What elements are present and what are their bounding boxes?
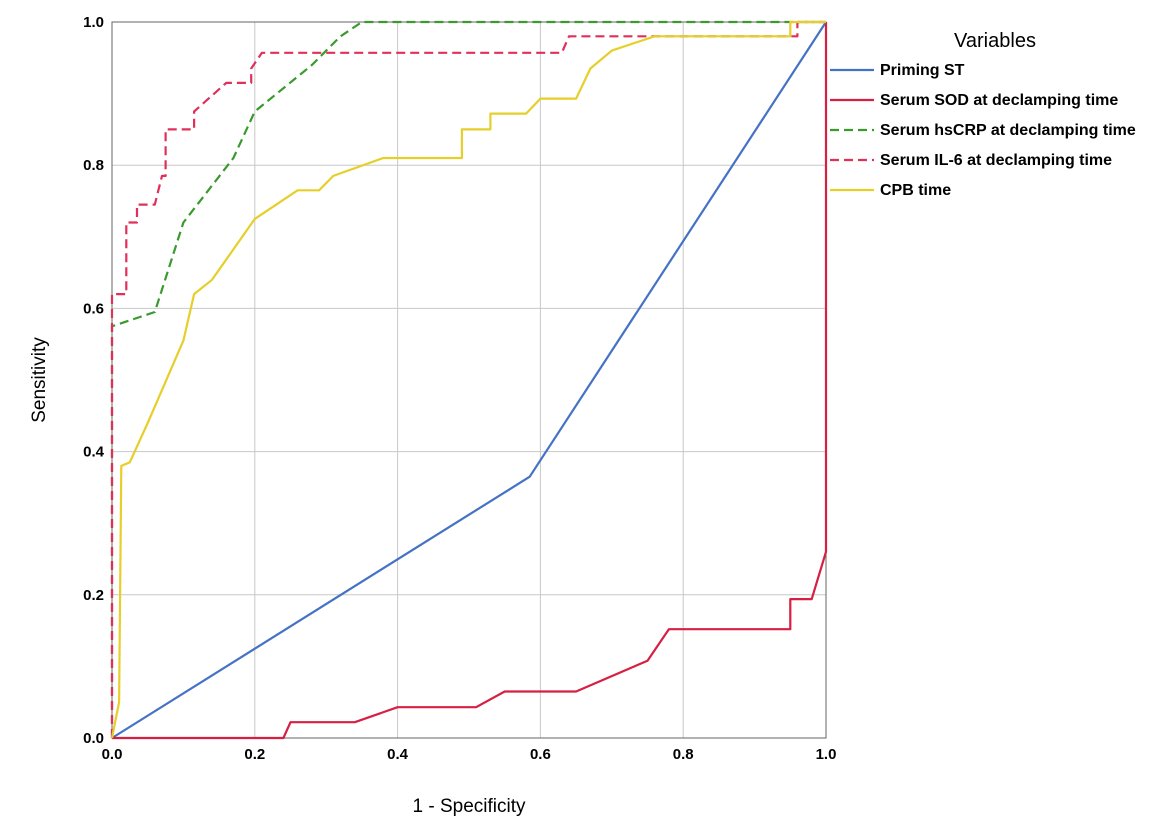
grid [111, 21, 827, 739]
series-line-2 [112, 22, 828, 740]
y-tick-label: 0.0 [83, 730, 104, 747]
axes: 0.0 0.2 0.4 0.6 0.8 1.0 0.0 0.2 0.4 0.6 0.8 1.0 1 - … [29, 14, 836, 817]
y-axis-title: Sensitivity [29, 337, 50, 423]
legend: Variables Priming ST Serum SOD at declampi… [830, 30, 1136, 199]
x-tick-label: 0.2 [244, 746, 265, 763]
x-tick-label: 0.6 [530, 746, 551, 763]
series-line-1 [111, 21, 827, 739]
legend-label-2: Serum SOD at declamping time [880, 92, 1118, 109]
y-tick-label: 1.0 [83, 14, 104, 31]
legend-label-5: CPB time [880, 182, 951, 199]
y-tick-label: 0.6 [83, 300, 104, 317]
x-axis-title: 1 - Specificity [413, 796, 526, 817]
y-tick-label: 0.2 [83, 587, 104, 604]
legend-title: Variables [954, 30, 1036, 52]
x-tick-label: 0.4 [387, 746, 409, 763]
y-tick-label: 0.4 [83, 444, 105, 461]
x-tick-label: 1.0 [816, 746, 837, 763]
series-lines [110, 20, 828, 740]
legend-label-1: Priming ST [880, 62, 965, 79]
y-tick-label: 0.8 [83, 157, 104, 174]
legend-label-3: Serum hsCRP at declamping time [880, 122, 1136, 139]
plot-area [112, 22, 826, 738]
series-line-3 [110, 20, 826, 738]
series-line-4 [110, 20, 826, 738]
legend-label-4: Serum IL-6 at declamping time [880, 152, 1112, 169]
x-tick-label: 0.0 [102, 746, 123, 763]
series-line-5 [110, 20, 826, 739]
x-tick-label: 0.8 [673, 746, 694, 763]
